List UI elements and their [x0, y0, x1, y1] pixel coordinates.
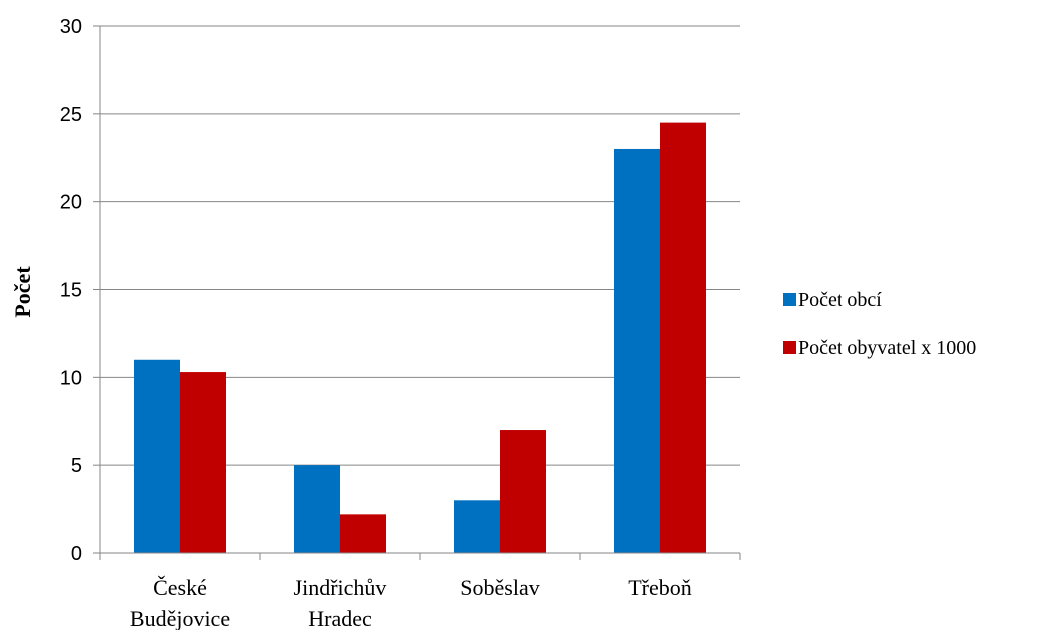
bar-series-0-cat-1 [294, 465, 340, 553]
y-tick-label: 15 [60, 280, 82, 302]
bar-series-1-cat-3 [660, 122, 706, 553]
legend: Počet obcí Počet obyvatel x 1000 [783, 289, 976, 359]
legend-label-1: Počet obyvatel x 1000 [798, 337, 976, 359]
bar-series-0-cat-3 [614, 148, 660, 553]
x-category-label: České [153, 575, 207, 600]
y-tick-label: 20 [60, 192, 82, 214]
y-tick-label: 5 [71, 455, 82, 477]
bar-series-1-cat-1 [340, 514, 386, 553]
legend-label-0: Počet obcí [798, 289, 882, 311]
y-tick-label: 0 [71, 543, 82, 565]
x-category-label: Jindřichův [294, 575, 387, 600]
y-tick-labels: 0 5 10 15 20 25 30 [60, 16, 82, 565]
x-category-label: Třeboň [628, 575, 692, 600]
bar-series-1-cat-0 [180, 372, 226, 553]
y-tick-label: 30 [60, 16, 82, 38]
y-tick-label: 10 [60, 367, 82, 389]
bar-series-0-cat-0 [134, 359, 180, 553]
x-category-labels: České Budějovice Jindřichův Hradec Soběslav T… [130, 575, 692, 630]
legend-swatch-0 [783, 293, 796, 306]
axes [99, 26, 741, 560]
bar-series-0-cat-2 [454, 500, 500, 553]
y-tick-label: 25 [60, 104, 82, 126]
x-category-label: Budějovice [130, 606, 230, 630]
bar-series-1-cat-2 [500, 430, 546, 553]
x-category-label: Hradec [308, 606, 372, 630]
bars [134, 122, 706, 553]
legend-swatch-1 [783, 341, 796, 354]
y-axis-title: Počet [10, 266, 35, 318]
x-category-label: Soběslav [460, 575, 539, 600]
